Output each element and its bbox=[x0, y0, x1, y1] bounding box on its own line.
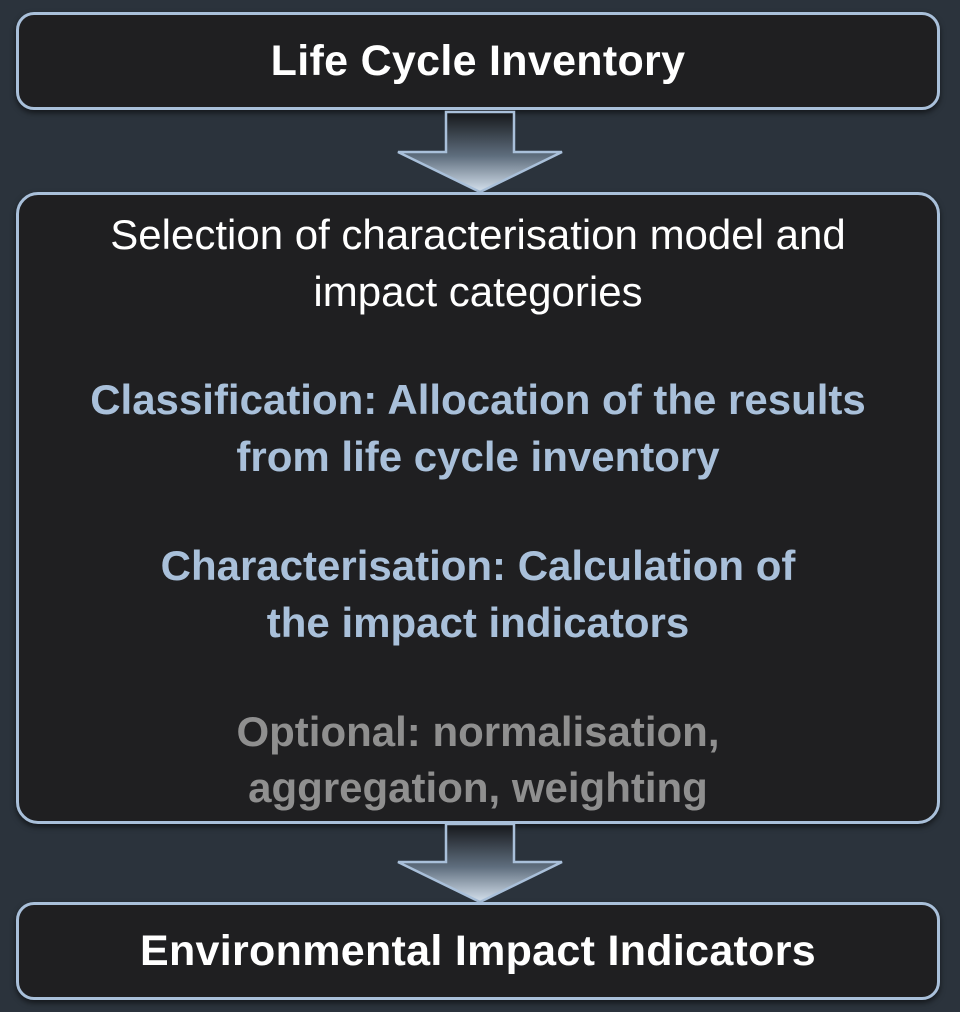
selection-text-line-1: Selection of characterisation model and bbox=[110, 211, 846, 258]
characterisation-text-line-2: the impact indicators bbox=[266, 599, 690, 646]
selection-text-line-2: impact categories bbox=[313, 268, 643, 315]
life-cycle-inventory-box: Life Cycle Inventory bbox=[16, 12, 940, 110]
environmental-impact-indicators-box: Environmental Impact Indicators bbox=[16, 902, 940, 1000]
optional-text-line-1: Optional: normalisation, bbox=[236, 708, 720, 755]
impact-assessment-steps-box: Selection of characterisation model and … bbox=[16, 192, 940, 824]
environmental-impact-indicators-title: Environmental Impact Indicators bbox=[140, 926, 816, 975]
classification-text-line-1: Classification: Allocation of the result… bbox=[90, 376, 866, 423]
classification-text-line-2: from life cycle inventory bbox=[236, 433, 720, 480]
down-arrow-icon-1 bbox=[394, 110, 566, 194]
characterisation-text-line-1: Characterisation: Calculation of bbox=[160, 542, 796, 589]
optional-text-line-2: aggregation, weighting bbox=[248, 764, 708, 811]
down-arrow-icon-2 bbox=[394, 822, 566, 904]
life-cycle-inventory-title: Life Cycle Inventory bbox=[270, 36, 686, 85]
